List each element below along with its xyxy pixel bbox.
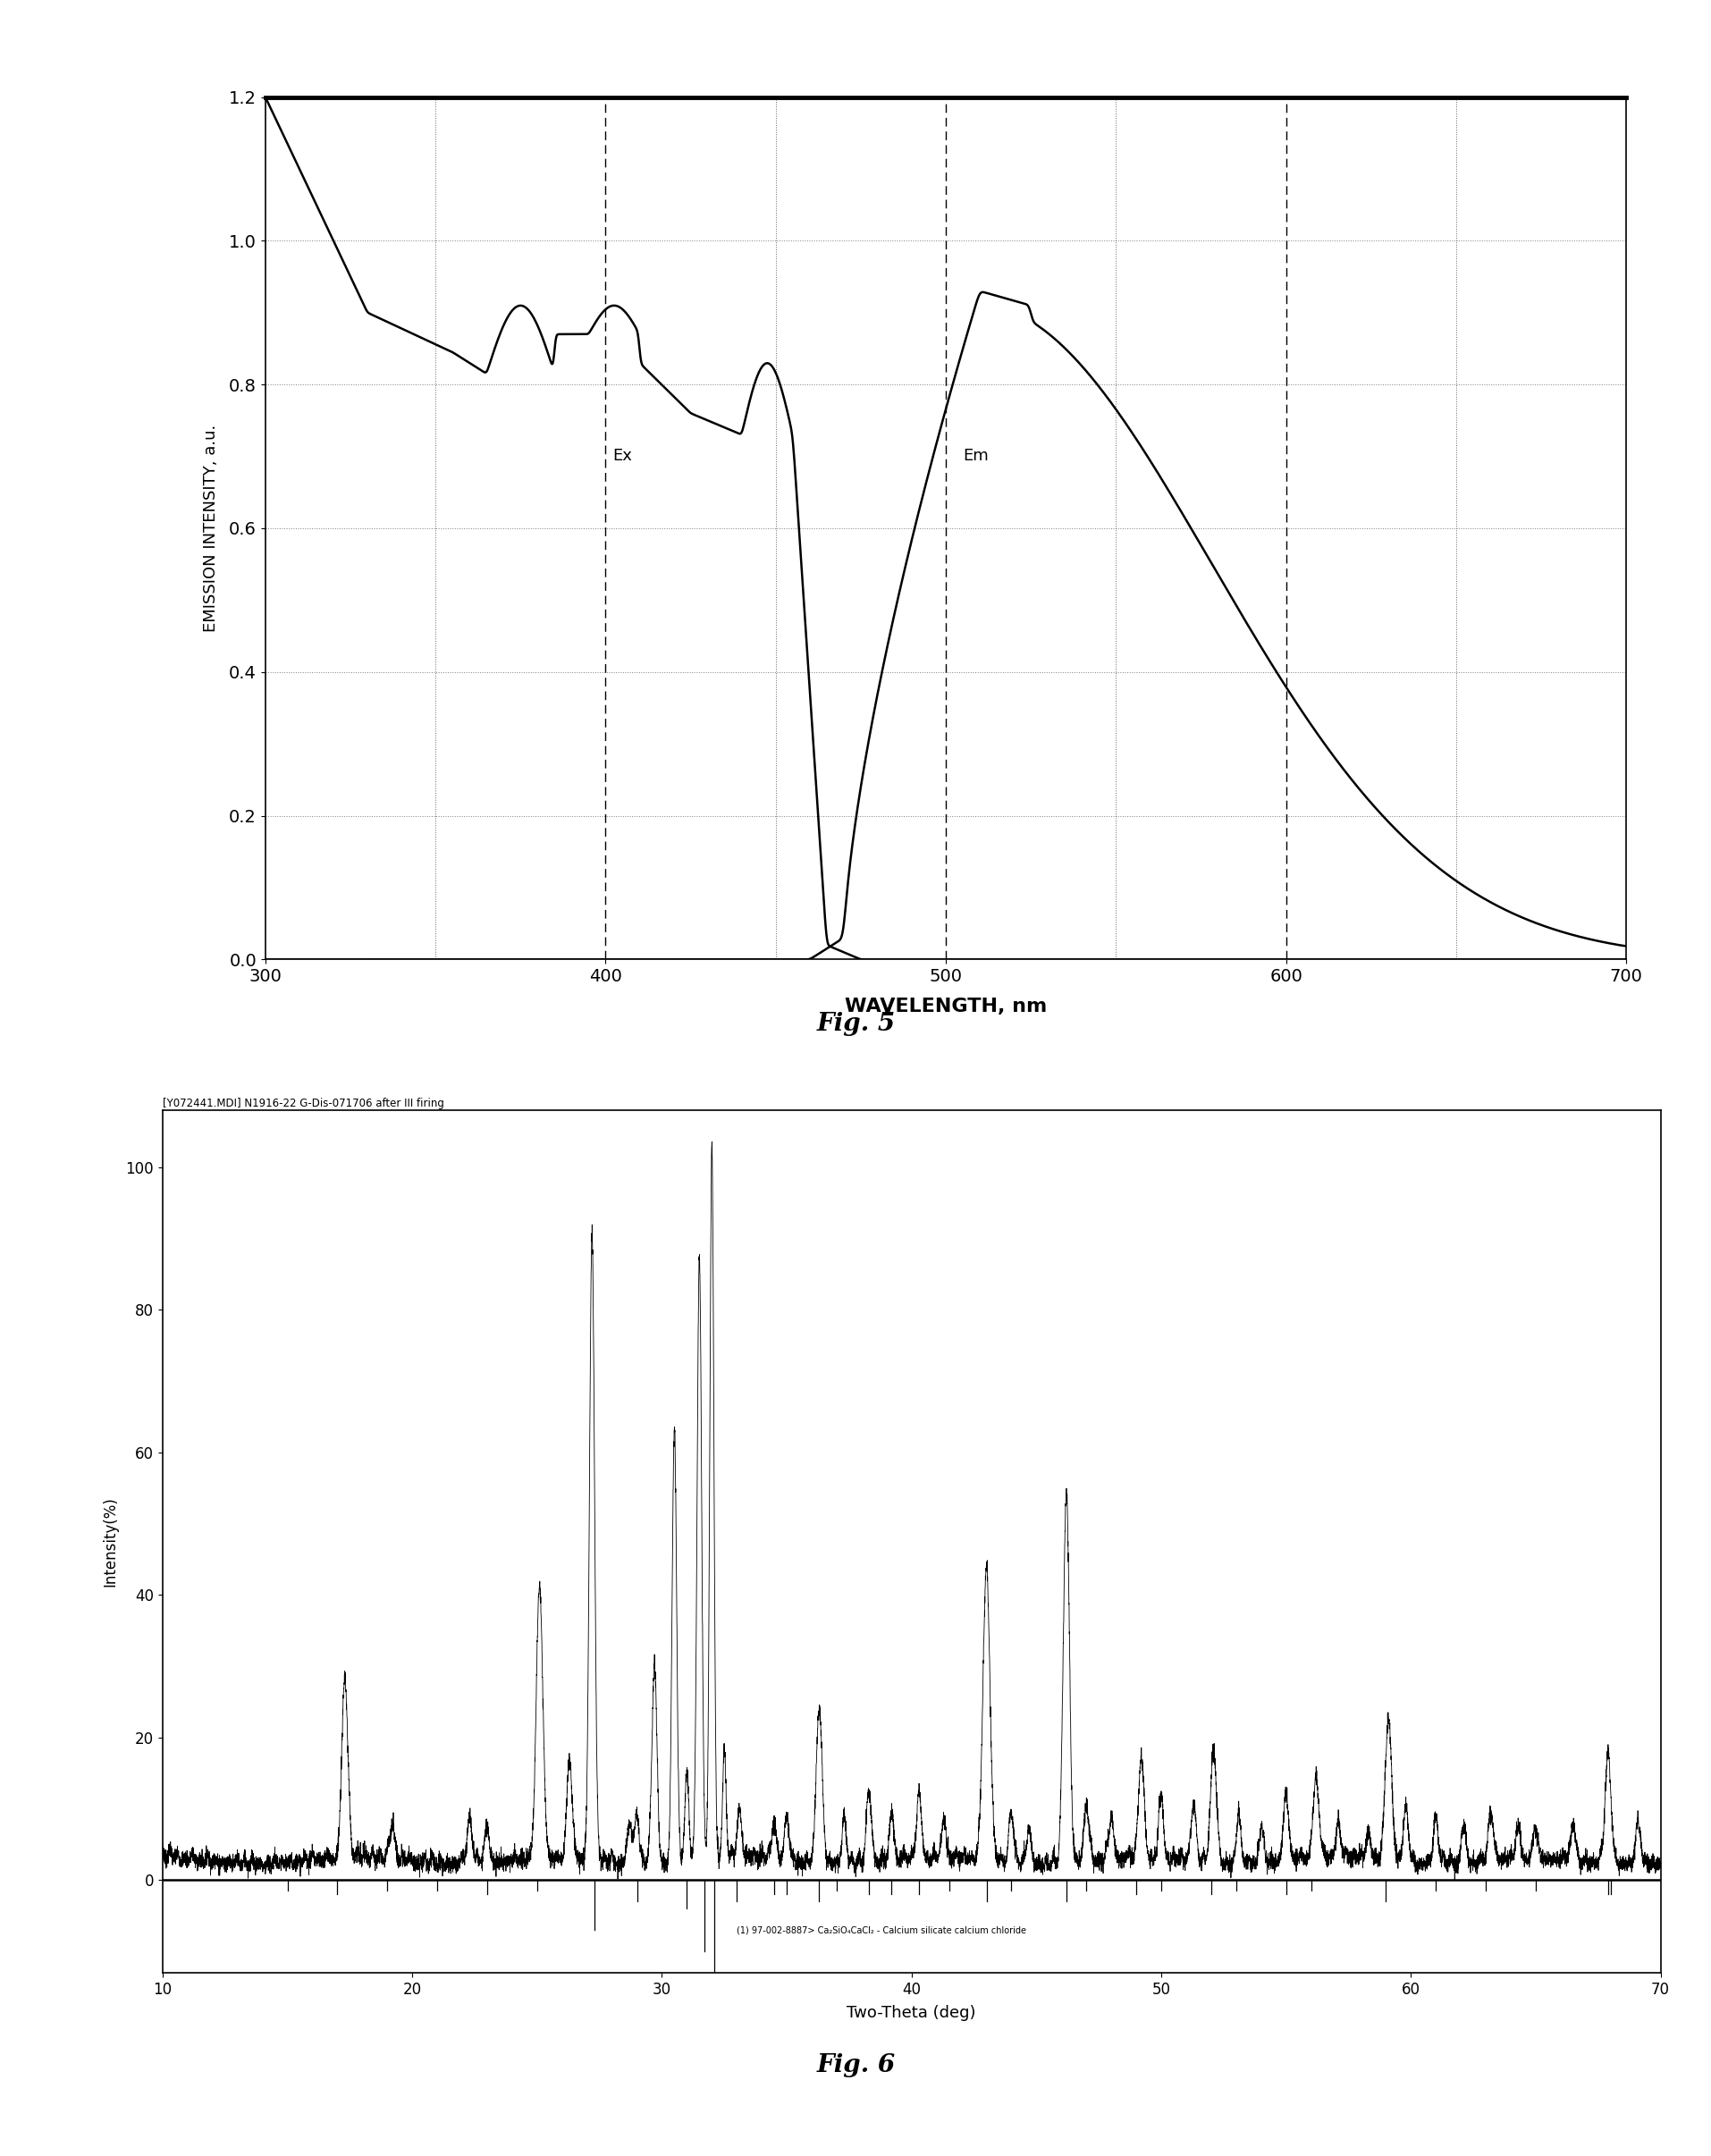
Y-axis label: Intensity(%): Intensity(%) (103, 1496, 118, 1587)
X-axis label: Two-Theta (deg): Two-Theta (deg) (847, 2005, 975, 2020)
Text: Em: Em (962, 448, 987, 464)
Text: (1) 97-002-8887> Ca₂SiO₄CaCl₂ - Calcium silicate calcium chloride: (1) 97-002-8887> Ca₂SiO₄CaCl₂ - Calcium … (736, 1925, 1027, 1934)
Text: Ex: Ex (613, 448, 631, 464)
X-axis label: WAVELENGTH, nm: WAVELENGTH, nm (844, 998, 1047, 1015)
Y-axis label: EMISSION INTENSITY, a.u.: EMISSION INTENSITY, a.u. (204, 425, 219, 632)
Text: Fig. 6: Fig. 6 (816, 2053, 895, 2078)
Text: [Y072441.MDI] N1916-22 G-Dis-071706 after III firing: [Y072441.MDI] N1916-22 G-Dis-071706 afte… (163, 1097, 443, 1110)
Text: Fig. 5: Fig. 5 (816, 1011, 895, 1037)
